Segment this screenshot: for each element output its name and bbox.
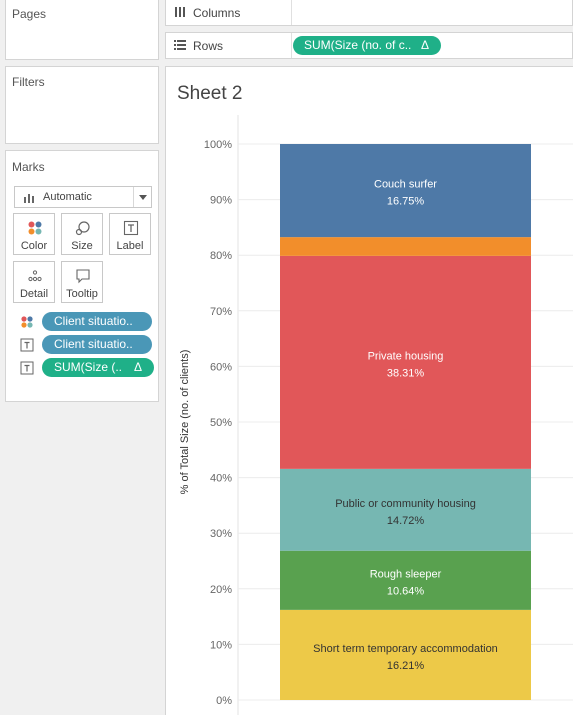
color-button[interactable]: Color <box>13 213 55 255</box>
color-dots-icon <box>28 221 42 235</box>
label-text-icon <box>20 361 34 375</box>
y-tick-label: 90% <box>210 195 232 207</box>
tooltip-button[interactable]: Tooltip <box>61 261 103 303</box>
rows-icon <box>174 40 186 50</box>
table-calc-delta-icon: Δ <box>420 38 429 52</box>
pages-title: Pages <box>12 7 47 21</box>
y-tick-label: 80% <box>210 250 232 262</box>
marks-pill-row-label: Client situatio.. <box>18 335 158 355</box>
sum-size-label-pill[interactable]: SUM(Size (.. Δ <box>42 358 154 377</box>
label-text-icon <box>123 220 139 236</box>
y-axis-title: % of Total Size (no. of clients) <box>179 350 191 495</box>
filters-title: Filters <box>12 75 45 89</box>
label-button[interactable]: Label <box>109 213 151 255</box>
rows-label: Rows <box>193 39 224 53</box>
columns-icon <box>175 7 185 17</box>
sum-size-rows-pill[interactable]: SUM(Size (no. of c.. Δ <box>293 36 441 55</box>
chevron-down-icon[interactable] <box>133 187 151 207</box>
tooltip-button-label: Tooltip <box>66 288 98 300</box>
segment-name-label: Rough sleeper <box>370 568 442 580</box>
detail-dots-icon <box>28 270 42 282</box>
color-dots-icon <box>21 316 33 328</box>
segment-name-label: Short term temporary accommodation <box>313 643 498 655</box>
marks-pill-row-measure: SUM(Size (.. Δ <box>18 358 158 378</box>
size-button-label: Size <box>71 240 93 252</box>
tooltip-icon <box>76 269 90 284</box>
segment-name-label: Private housing <box>368 350 444 362</box>
segment-value-label: 10.64% <box>387 585 425 597</box>
detail-button-label: Detail <box>19 288 49 300</box>
y-tick-label: 20% <box>210 584 232 596</box>
bar-segment <box>280 255 531 469</box>
columns-shelf-header: Columns <box>166 0 292 25</box>
label-button-label: Label <box>116 240 144 252</box>
columns-label: Columns <box>193 6 241 20</box>
bar-segment <box>280 144 531 238</box>
mark-type-dropdown[interactable]: Automatic <box>14 186 152 208</box>
bar-chart-icon <box>24 194 34 203</box>
columns-shelf[interactable]: Columns <box>165 0 573 26</box>
segment-value-label: 38.31% <box>387 367 425 379</box>
segment-name-label: Public or community housing <box>335 498 476 510</box>
mark-type-label: Automatic <box>43 191 92 203</box>
pill-label: SUM(Size (.. <box>54 360 123 374</box>
detail-button[interactable]: Detail <box>13 261 55 303</box>
bar-segment <box>280 550 531 610</box>
y-tick-label: 40% <box>210 473 232 485</box>
segment-value-label: 16.75% <box>387 196 425 208</box>
color-button-label: Color <box>20 240 48 252</box>
client-situation-label-pill[interactable]: Client situatio.. <box>42 335 152 354</box>
y-tick-label: 30% <box>210 528 232 540</box>
pill-label: Client situatio.. <box>54 337 133 351</box>
bar-segment <box>280 468 531 551</box>
bar-segment <box>280 609 531 700</box>
table-calc-delta-icon: Δ <box>133 360 142 374</box>
y-tick-label: 60% <box>210 361 232 373</box>
worksheet-view: Sheet 2 0% 10% 20% 30% 40% 50% 60% 70% 80% 90% 100… <box>165 66 573 715</box>
y-tick-label: 70% <box>210 306 232 318</box>
segment-name-label: Couch surfer <box>374 179 437 191</box>
rows-shelf[interactable]: Rows SUM(Size (no. of c.. Δ <box>165 32 573 59</box>
client-situation-color-pill[interactable]: Client situatio.. <box>42 312 152 331</box>
sheet-title: Sheet 2 <box>177 83 243 104</box>
y-tick-label: 0% <box>216 695 232 707</box>
size-button[interactable]: Size <box>61 213 103 255</box>
y-tick-label: 100% <box>204 139 232 151</box>
pill-label: Client situatio.. <box>54 314 133 328</box>
label-text-icon <box>20 338 34 352</box>
segment-value-label: 14.72% <box>387 515 425 527</box>
stacked-bar-chart: 0% 10% 20% 30% 40% 50% 60% 70% 80% 90% 100% % of To… <box>179 115 573 715</box>
bar-segment <box>280 237 531 256</box>
rows-pill-label: SUM(Size (no. of c.. <box>304 38 412 52</box>
segment-value-label: 16.21% <box>387 660 425 672</box>
y-tick-label: 10% <box>210 639 232 651</box>
marks-title: Marks <box>12 160 45 174</box>
y-tick-label: 50% <box>210 417 232 429</box>
rows-shelf-header: Rows <box>166 33 292 58</box>
filters-shelf[interactable]: Filters <box>5 66 159 144</box>
marks-pill-row-color: Client situatio.. <box>18 312 158 332</box>
size-icon <box>75 221 90 236</box>
pages-shelf[interactable]: Pages <box>5 0 159 60</box>
marks-card: Marks Automatic Color Size Label <box>5 150 159 402</box>
